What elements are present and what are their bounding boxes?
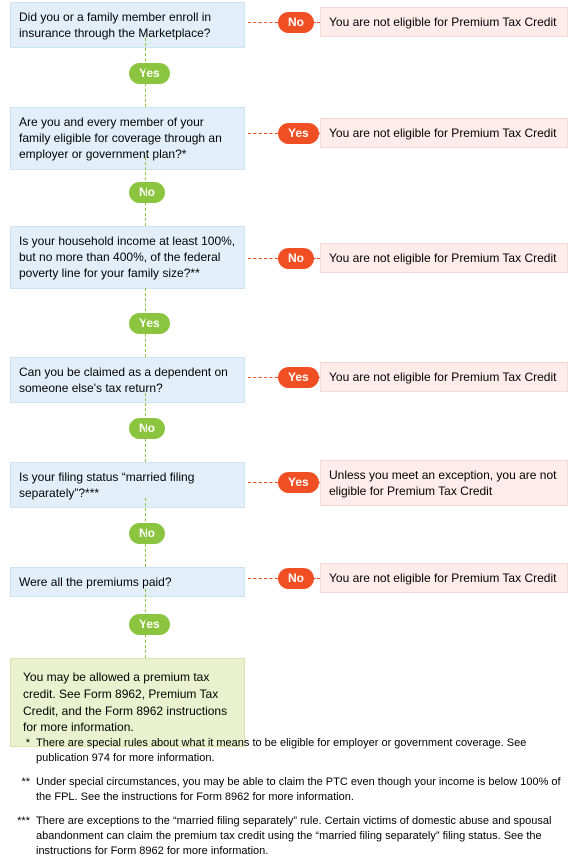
result-box: You are not eligible for Premium Tax Cre… — [320, 118, 568, 148]
connector-horizontal — [309, 133, 320, 134]
result-box: You are not eligible for Premium Tax Cre… — [320, 243, 568, 273]
down-pill: No — [129, 182, 165, 203]
footnote-text: Under special circumstances, you may be … — [36, 775, 566, 806]
down-pill: Yes — [129, 614, 170, 635]
footnote-text: There are exceptions to the “married fil… — [36, 814, 566, 860]
footnote-mark: *** — [14, 814, 36, 860]
result-box: Unless you meet an exception, you are no… — [320, 460, 568, 506]
flowchart-container: Did you or a family member enroll in ins… — [0, 0, 580, 812]
down-pill: Yes — [129, 313, 170, 334]
footnote-row: *There are special rules about what it m… — [14, 736, 566, 767]
connector-vertical — [145, 38, 146, 107]
connector-horizontal — [309, 578, 320, 579]
footnote-row: **Under special circumstances, you may b… — [14, 775, 566, 806]
connector-horizontal — [309, 377, 320, 378]
connector-vertical — [145, 589, 146, 658]
question-box: Can you be claimed as a dependent on som… — [10, 357, 245, 403]
down-pill: No — [129, 418, 165, 439]
down-pill: Yes — [129, 63, 170, 84]
connector-horizontal — [248, 133, 278, 134]
connector-horizontal — [248, 482, 278, 483]
connector-horizontal — [248, 258, 278, 259]
question-box: Did you or a family member enroll in ins… — [10, 2, 245, 48]
question-box: Is your household income at least 100%, … — [10, 226, 245, 289]
connector-horizontal — [309, 258, 320, 259]
final-box: You may be allowed a premium tax credit.… — [10, 658, 245, 747]
connector-horizontal — [248, 377, 278, 378]
down-pill: No — [129, 523, 165, 544]
connector-horizontal — [309, 22, 320, 23]
result-box: You are not eligible for Premium Tax Cre… — [320, 7, 568, 37]
connector-horizontal — [248, 22, 278, 23]
connector-vertical — [145, 393, 146, 462]
footnote-mark: ** — [14, 775, 36, 806]
question-box: Is your filing status “married filing se… — [10, 462, 245, 508]
result-box: You are not eligible for Premium Tax Cre… — [320, 362, 568, 392]
question-box: Are you and every member of your family … — [10, 107, 245, 170]
connector-horizontal — [248, 578, 278, 579]
question-box: Were all the premiums paid? — [10, 567, 245, 597]
connector-horizontal — [309, 482, 320, 483]
footnote-text: There are special rules about what it me… — [36, 736, 566, 767]
connector-vertical — [145, 498, 146, 567]
footnote-mark: * — [14, 736, 36, 767]
connector-vertical — [145, 288, 146, 357]
footnote-row: ***There are exceptions to the “married … — [14, 814, 566, 860]
result-box: You are not eligible for Premium Tax Cre… — [320, 563, 568, 593]
footnotes: *There are special rules about what it m… — [14, 736, 566, 868]
connector-vertical — [145, 157, 146, 226]
